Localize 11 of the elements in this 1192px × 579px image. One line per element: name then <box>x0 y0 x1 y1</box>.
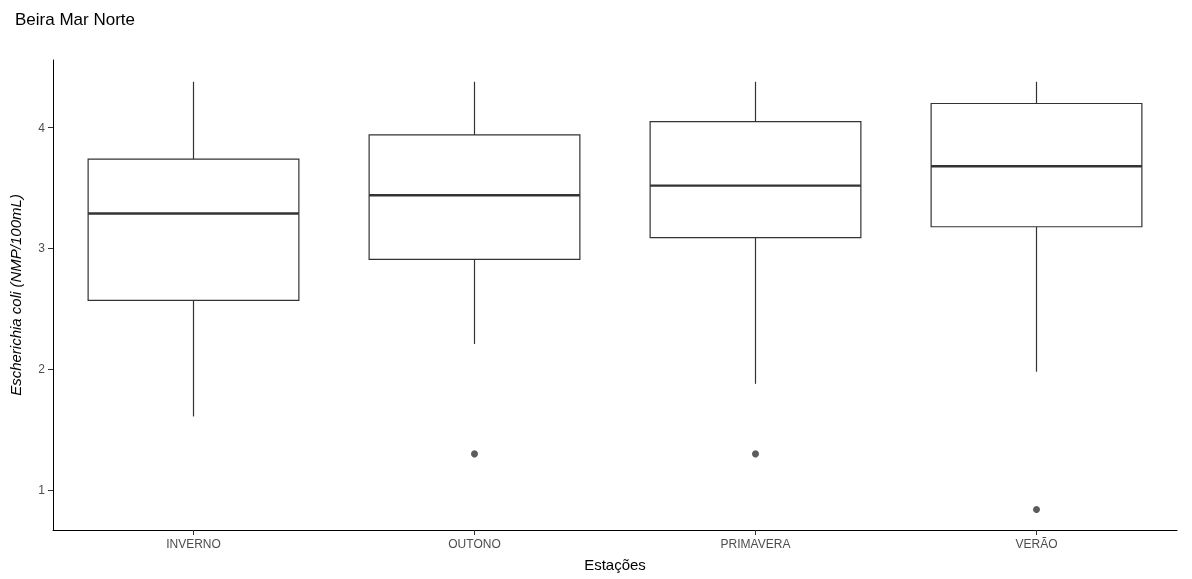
x-tick-label: VERÃO <box>1015 537 1058 551</box>
x-tick-label: INVERNO <box>166 537 221 551</box>
x-axis-title: Estações <box>584 556 646 573</box>
y-tick-label: 2 <box>38 362 46 377</box>
y-axis-title: Escherichia coli (NMP/100mL) <box>7 194 24 396</box>
y-tick-label: 3 <box>38 241 46 256</box>
y-tick-label: 4 <box>38 120 46 135</box>
x-tick-label: PRIMAVERA <box>720 537 791 551</box>
y-tick-label: 1 <box>38 483 46 498</box>
x-tick-label: OUTONO <box>448 537 501 551</box>
chart-title: Beira Mar Norte <box>15 10 135 29</box>
